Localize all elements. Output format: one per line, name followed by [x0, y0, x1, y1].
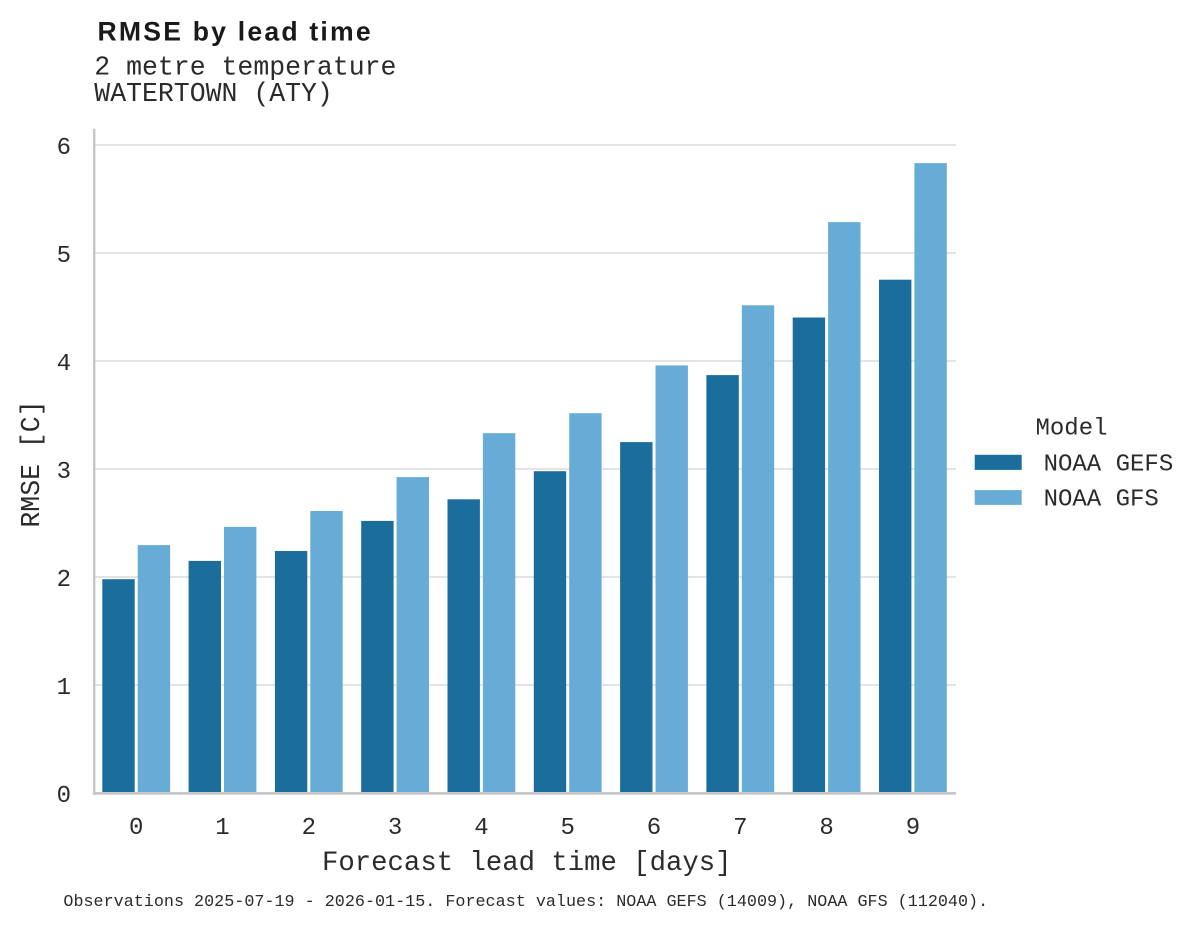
svg-text:9: 9	[906, 815, 920, 842]
svg-text:Forecast lead time [days]: Forecast lead time [days]	[322, 848, 732, 879]
svg-text:8: 8	[819, 815, 833, 842]
svg-text:Model: Model	[1035, 415, 1107, 442]
svg-text:2 metre temperature: 2 metre temperature	[94, 52, 396, 82]
svg-text:RMSE [C]: RMSE [C]	[17, 400, 47, 527]
svg-text:5: 5	[560, 815, 574, 842]
svg-text:NOAA GFS: NOAA GFS	[1044, 487, 1159, 514]
svg-text:2: 2	[57, 567, 71, 594]
svg-text:2: 2	[302, 815, 316, 842]
svg-text:3: 3	[57, 459, 71, 486]
svg-text:NOAA GEFS: NOAA GEFS	[1044, 452, 1174, 479]
svg-text:0: 0	[129, 815, 143, 842]
svg-text:6: 6	[647, 815, 661, 842]
svg-text:1: 1	[215, 815, 229, 842]
svg-text:5: 5	[57, 243, 71, 270]
svg-text:RMSE by lead time: RMSE by lead time	[98, 16, 373, 46]
svg-text:3: 3	[388, 815, 402, 842]
svg-text:Observations 2025-07-19 - 2026: Observations 2025-07-19 - 2026-01-15. Fo…	[63, 893, 988, 912]
svg-text:4: 4	[57, 351, 71, 378]
svg-text:4: 4	[474, 815, 488, 842]
svg-text:6: 6	[57, 135, 71, 162]
svg-text:0: 0	[57, 783, 71, 810]
svg-text:7: 7	[733, 815, 747, 842]
svg-text:1: 1	[57, 675, 71, 702]
svg-text:WATERTOWN (ATY): WATERTOWN (ATY)	[94, 79, 333, 109]
